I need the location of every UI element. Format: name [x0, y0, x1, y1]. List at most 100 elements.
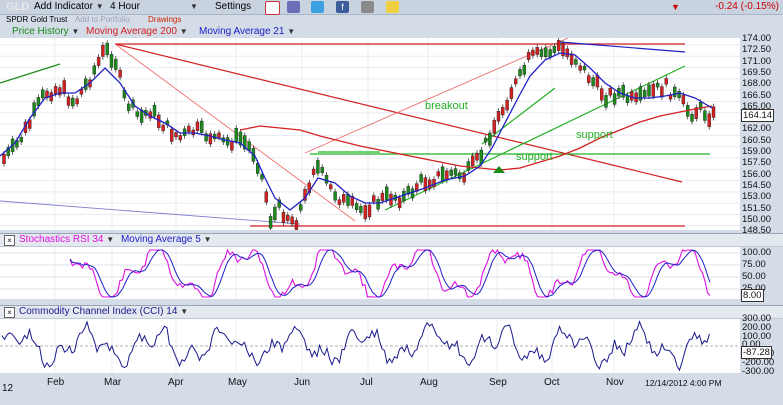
settings-button[interactable]: Settings — [215, 1, 252, 12]
candle-body — [471, 155, 475, 167]
add-indicator-button[interactable]: Add Indicator ▼ — [34, 1, 104, 12]
twitter-icon[interactable] — [311, 1, 324, 13]
close-icon[interactable]: × — [4, 307, 15, 318]
ticker-symbol[interactable]: GLD — [6, 1, 30, 13]
candle-body — [496, 110, 501, 122]
bookmark-icon[interactable] — [287, 1, 300, 13]
candle-body — [268, 216, 273, 229]
candle-body — [535, 47, 539, 55]
candle-body — [397, 197, 402, 209]
candle-body — [647, 84, 651, 97]
drawings-link[interactable]: Drawings — [148, 15, 182, 24]
candle-body — [32, 102, 36, 117]
candle-body — [612, 93, 617, 105]
cci-chart[interactable] — [0, 319, 740, 373]
interval-label: 4 Hour — [110, 1, 141, 12]
candle-body — [19, 136, 23, 143]
price-axis-tick: 150.00 — [742, 213, 772, 225]
price-axis-tick: 154.50 — [742, 179, 772, 191]
candle-body — [225, 137, 230, 146]
price-chart[interactable]: breakout support support — [0, 38, 740, 230]
note-icon[interactable] — [386, 1, 399, 13]
legend-ma21[interactable]: Moving Average 21 ▼ — [199, 26, 296, 37]
candle-body — [311, 168, 316, 175]
candle-body — [582, 65, 587, 71]
candle-body — [703, 110, 707, 121]
facebook-icon[interactable]: f — [336, 1, 349, 13]
candle-body — [83, 78, 88, 90]
close-icon[interactable]: × — [4, 235, 15, 246]
down-arrow-icon: ▼ — [671, 2, 680, 12]
candle-body — [118, 69, 122, 78]
chevron-down-icon[interactable]: ▼ — [190, 2, 198, 11]
candle-body — [483, 137, 488, 143]
price-change: -0.24 (-0.15%) — [715, 1, 779, 12]
stochastics-background — [0, 247, 740, 299]
candle-body — [324, 174, 329, 184]
candle-body — [522, 64, 526, 75]
annotation-support-lower: support — [516, 151, 553, 163]
candle-body — [367, 204, 372, 218]
candle-body — [600, 88, 604, 101]
candle-body — [449, 169, 453, 176]
chevron-down-icon[interactable]: ▼ — [203, 235, 212, 244]
candle-body — [204, 133, 208, 142]
candle-body — [501, 107, 505, 116]
candle-body — [548, 49, 552, 58]
legend-ma200[interactable]: Moving Average 200 ▼ — [86, 26, 188, 37]
candle-body — [337, 199, 342, 205]
price-axis-tick: 151.50 — [742, 202, 772, 214]
candle-body — [621, 84, 625, 98]
legend-ma200-label: Moving Average 200 — [86, 26, 177, 37]
candle-body — [462, 173, 466, 183]
candle-body — [363, 205, 367, 220]
stoch-rsi-line — [69, 248, 711, 298]
candle-body — [28, 119, 32, 129]
stochastics-chart[interactable] — [0, 247, 740, 299]
price-axis-tick: 171.00 — [742, 55, 772, 67]
candle-body — [187, 125, 191, 132]
candle-body — [466, 161, 471, 171]
candle-body — [488, 132, 492, 146]
candle-body — [333, 191, 337, 201]
stochastics-title[interactable]: Stochastics RSI 34 — [19, 234, 104, 245]
interval-select[interactable]: 4 Hour — [110, 1, 140, 12]
price-axis-tick: 156.00 — [742, 168, 772, 180]
cci-axis: 300.00200.00100.000.00-100.00-200.00-300… — [740, 313, 783, 377]
camera-icon[interactable] — [361, 1, 374, 13]
cci-title[interactable]: Commodity Channel Index (CCI) 14 — [19, 306, 178, 317]
candle-body — [195, 121, 200, 131]
stoch-ma-line — [69, 249, 711, 298]
x-axis-month: Sep — [489, 377, 507, 388]
candle-body — [316, 160, 320, 174]
buy-arrow-icon — [493, 166, 505, 173]
x-axis-month: Feb — [47, 377, 65, 388]
cci-grid — [0, 319, 740, 373]
stochastics-ma-label[interactable]: Moving Average 5 — [120, 234, 201, 245]
candle-body — [290, 216, 294, 225]
candle-body — [539, 49, 544, 57]
chevron-down-icon[interactable]: ▼ — [106, 235, 115, 244]
price-axis-tick: 148.50 — [742, 225, 772, 237]
candle-body — [591, 77, 595, 87]
candle-body — [604, 95, 608, 108]
candle-body — [694, 107, 698, 119]
x-axis-month: Oct — [544, 377, 560, 388]
candle-body — [6, 147, 11, 157]
stoch-axis-tick: 100.00 — [742, 247, 772, 258]
legend-price-history[interactable]: Price History ▼ — [12, 26, 80, 37]
add-to-portfolio-link[interactable]: Add to Portfolio — [75, 15, 130, 24]
candle-body — [385, 186, 389, 201]
last-price-label: 164.14 — [741, 109, 775, 122]
cci-last-value: -87.28 — [741, 346, 772, 359]
chevron-down-icon[interactable]: ▼ — [180, 307, 189, 316]
price-axis-tick: 172.50 — [742, 44, 772, 56]
candle-body — [445, 170, 449, 181]
annotation-breakout: breakout — [425, 100, 468, 112]
candle-body — [273, 206, 277, 221]
alert-icon[interactable] — [265, 1, 280, 15]
security-name: SPDR Gold Trust — [6, 15, 68, 24]
candle-body — [673, 86, 677, 97]
candle-body — [114, 58, 118, 70]
